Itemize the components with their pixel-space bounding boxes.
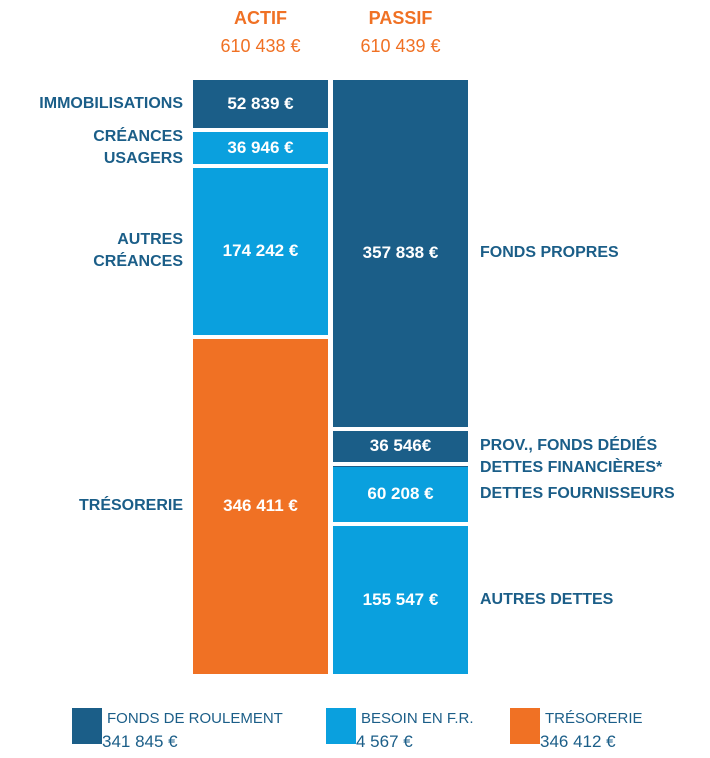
segment-value: 36 546€ xyxy=(369,436,432,456)
segment: 357 838 € xyxy=(333,80,468,427)
segment-name: FONDS PROPRES xyxy=(480,244,619,262)
column-title: ACTIF xyxy=(234,8,287,28)
legend-name: FONDS DE ROULEMENT xyxy=(107,710,283,727)
segment-name: CRÉANCES USAGERS xyxy=(93,127,183,167)
segment-value: 174 242 € xyxy=(222,241,299,261)
segment-name: AUTRES CRÉANCES xyxy=(93,231,184,271)
segment-value: 36 946 € xyxy=(227,137,294,157)
legend-value: 4 567 € xyxy=(356,732,413,751)
segment: 36 946 € xyxy=(193,131,328,164)
segment-name: DETTES FINANCIÈRES* xyxy=(480,458,663,476)
legend-swatch xyxy=(326,708,356,744)
segment-value: 346 411 € xyxy=(223,496,298,516)
segment-name: TRÉSORERIE xyxy=(78,497,183,515)
column-title: PASSIF xyxy=(368,8,433,28)
segment-name: PROV., FONDS DÉDIÉS xyxy=(480,437,658,455)
legend-swatch xyxy=(510,708,540,744)
segment-value: 52 839 € xyxy=(227,93,294,113)
segment: 155 547 € xyxy=(333,525,468,674)
segment: 36 546€ xyxy=(333,430,468,463)
legend-name: BESOIN EN F.R. xyxy=(361,710,474,727)
segment-value: 60 208 € xyxy=(367,484,434,504)
segment: 346 411 € xyxy=(193,338,328,674)
segment-value: 357 838 € xyxy=(362,243,439,263)
segment: 60 208 € xyxy=(333,466,468,522)
legend-value: 341 845 € xyxy=(102,732,178,751)
legend-value: 346 412 € xyxy=(540,732,616,751)
column-total: 610 438 € xyxy=(220,36,301,56)
segment-value: 155 547 € xyxy=(362,589,439,609)
legend-name: TRÉSORERIE xyxy=(545,710,643,727)
segment: 52 839 € xyxy=(193,80,328,128)
segment: 174 242 € xyxy=(193,167,328,335)
legend-swatch xyxy=(72,708,102,744)
column-total: 610 439 € xyxy=(360,36,441,56)
segment-name: IMMOBILISATIONS xyxy=(39,94,183,112)
segment-name: DETTES FOURNISSEURS xyxy=(480,485,675,503)
segment-name: AUTRES DETTES xyxy=(480,590,614,608)
